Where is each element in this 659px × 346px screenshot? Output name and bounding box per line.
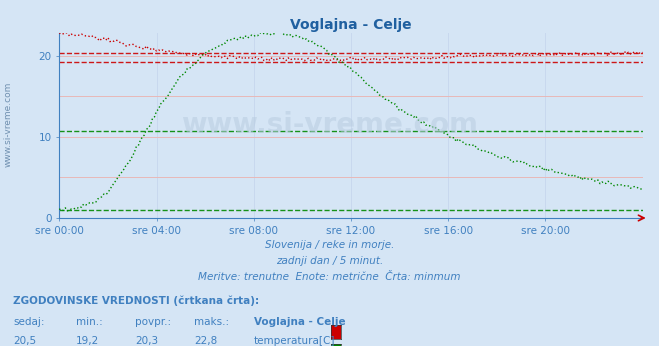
Text: povpr.:: povpr.: [135,317,171,327]
Text: 22,8: 22,8 [194,336,217,346]
Text: Meritve: trenutne  Enote: metrične  Črta: minmum: Meritve: trenutne Enote: metrične Črta: … [198,272,461,282]
Text: 19,2: 19,2 [76,336,99,346]
Text: ZGODOVINSKE VREDNOSTI (črtkana črta):: ZGODOVINSKE VREDNOSTI (črtkana črta): [13,296,259,306]
Text: Slovenija / reke in morje.: Slovenija / reke in morje. [265,240,394,251]
Text: Voglajna - Celje: Voglajna - Celje [254,317,345,327]
Text: temperatura[C]: temperatura[C] [254,336,335,346]
Text: sedaj:: sedaj: [13,317,45,327]
Text: www.si-vreme.com: www.si-vreme.com [181,111,478,138]
Title: Voglajna - Celje: Voglajna - Celje [290,18,412,32]
Text: maks.:: maks.: [194,317,229,327]
Text: www.si-vreme.com: www.si-vreme.com [3,82,13,167]
Text: 20,3: 20,3 [135,336,158,346]
Text: 20,5: 20,5 [13,336,36,346]
Text: min.:: min.: [76,317,103,327]
Text: zadnji dan / 5 minut.: zadnji dan / 5 minut. [276,256,383,266]
